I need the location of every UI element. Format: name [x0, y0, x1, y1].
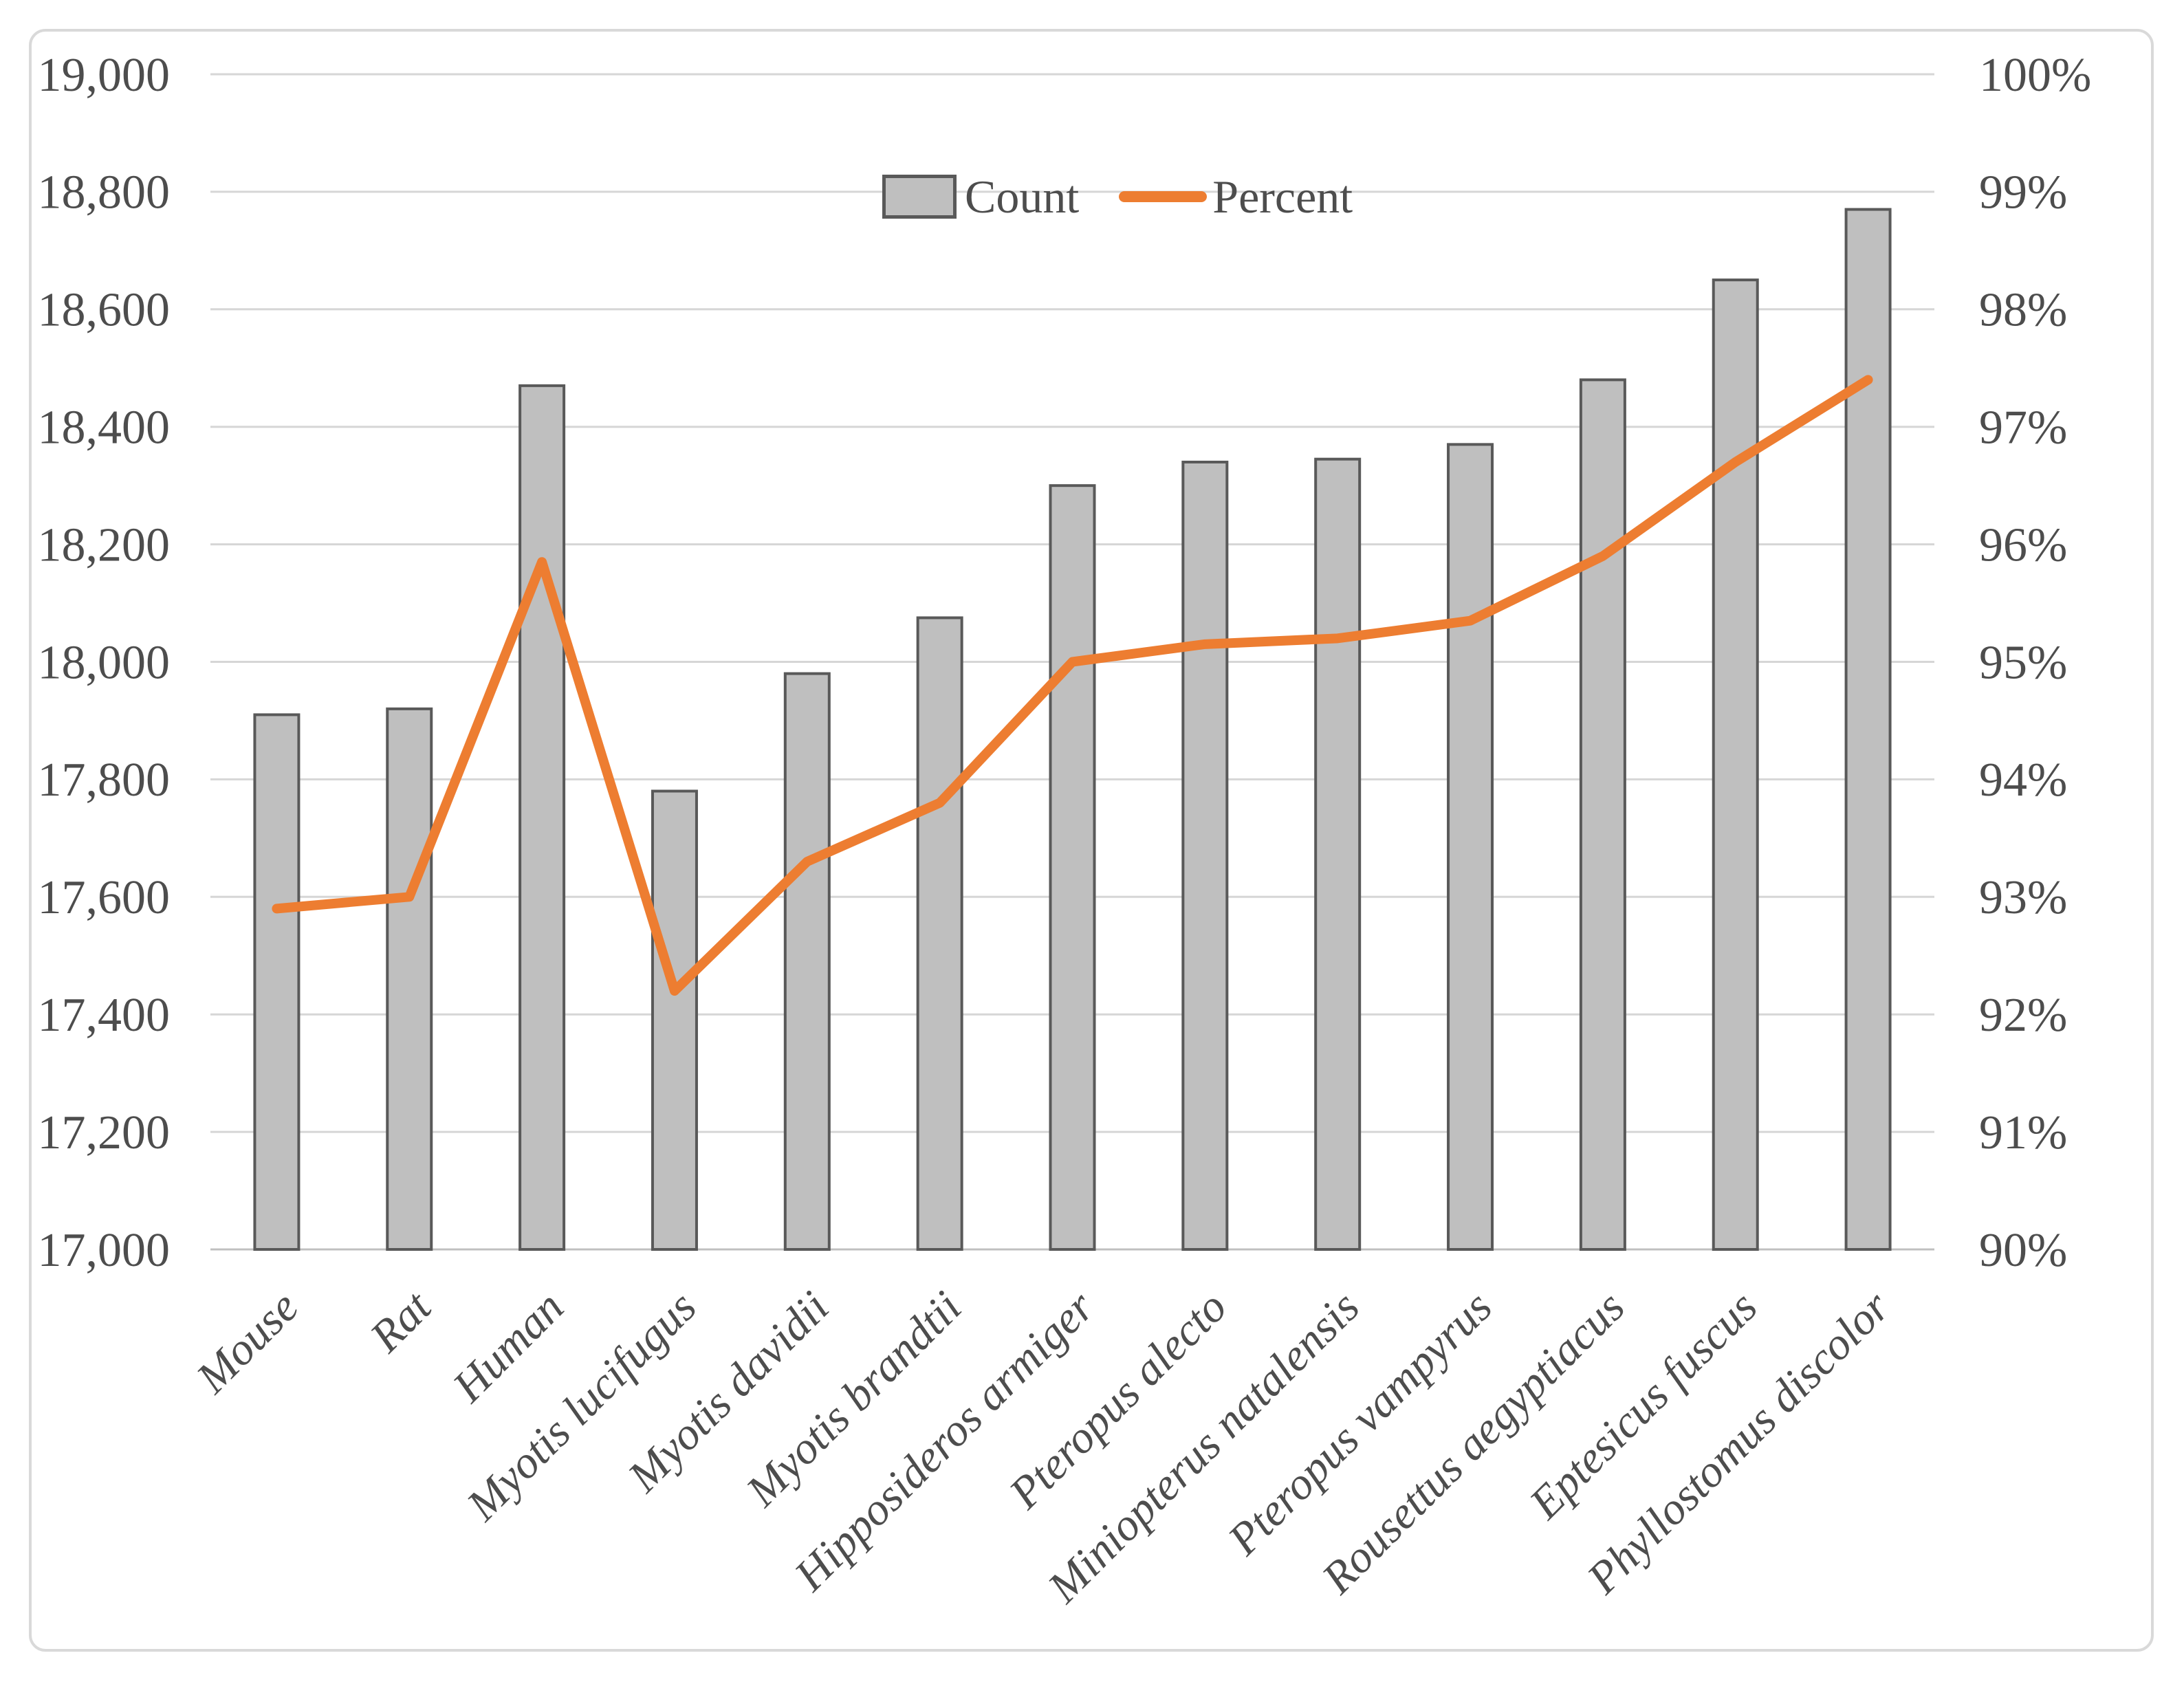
right-axis-tick-label: 98%: [1979, 284, 2067, 337]
count-bar: [386, 707, 433, 1251]
right-axis-tick-label: 94%: [1979, 754, 2067, 807]
count-bar: [651, 789, 698, 1251]
count-legend-label: Count: [965, 171, 1080, 223]
percent-legend-label: Percent: [1212, 171, 1353, 223]
left-axis-tick-label: 18,600: [38, 284, 171, 337]
right-axis-tick-label: 95%: [1979, 636, 2067, 689]
count-bar: [1844, 208, 1892, 1251]
count-bar: [518, 384, 566, 1251]
percent-line: [272, 375, 1873, 996]
left-axis-tick-label: 17,600: [38, 871, 171, 924]
right-axis-tick-label: 96%: [1979, 518, 2067, 571]
count-bar: [916, 616, 963, 1251]
left-axis-tick-label: 18,200: [38, 518, 171, 571]
percent-legend-line-swatch: [1119, 191, 1208, 202]
count-bar: [1181, 460, 1229, 1251]
left-axis-tick-label: 18,400: [38, 402, 171, 455]
right-axis-tick-label: 93%: [1979, 871, 2067, 924]
left-axis-tick-label: 18,800: [38, 166, 171, 219]
count-bar: [1049, 484, 1096, 1251]
left-axis-tick-label: 19,000: [38, 49, 171, 102]
x-axis-category-label: Rat: [360, 1281, 441, 1362]
left-axis-tick-label: 17,400: [38, 989, 171, 1042]
chart-legend: Count Percent: [882, 169, 1353, 224]
count-bar: [783, 672, 831, 1251]
left-axis-tick-label: 17,000: [38, 1224, 171, 1277]
left-axis-tick-label: 17,800: [38, 754, 171, 807]
right-axis-tick-label: 100%: [1979, 49, 2091, 102]
x-axis-category-label: Myotis lucifugus: [457, 1282, 706, 1531]
x-axis-category-label: Eptesicus fuscus: [1520, 1282, 1767, 1529]
right-axis-tick-label: 99%: [1979, 166, 2067, 219]
right-axis-tick-label: 92%: [1979, 989, 2067, 1042]
x-axis-category-label: Human: [443, 1282, 574, 1412]
count-bar: [1447, 443, 1494, 1251]
count-bar: [1579, 378, 1626, 1251]
right-axis-tick-label: 97%: [1979, 402, 2067, 455]
count-bar: [1314, 457, 1362, 1251]
count-bar: [1712, 278, 1759, 1251]
x-axis-category-label: Mouse: [186, 1282, 308, 1403]
count-legend-swatch: [882, 175, 957, 219]
count-bar: [253, 713, 301, 1251]
right-axis-tick-label: 91%: [1979, 1106, 2067, 1159]
right-axis-tick-label: 90%: [1979, 1224, 2067, 1277]
left-axis-tick-label: 17,200: [38, 1106, 171, 1159]
left-axis-tick-label: 18,000: [38, 636, 171, 689]
